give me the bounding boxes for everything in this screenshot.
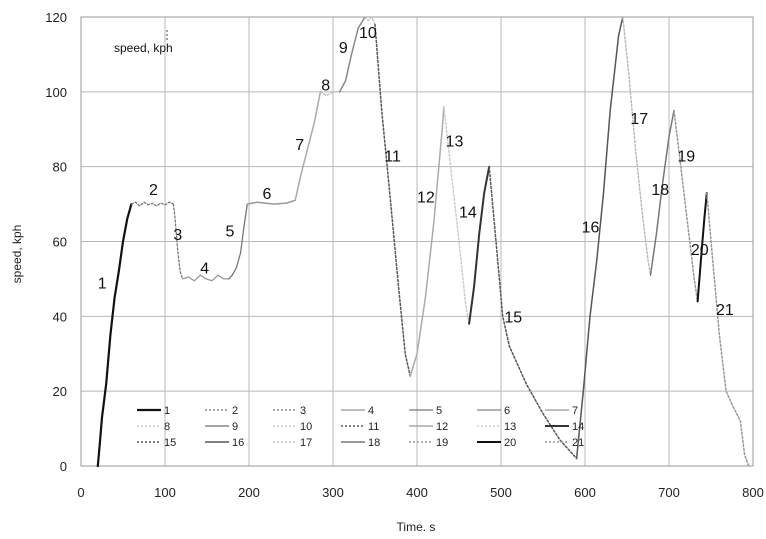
legend-label-6: 6: [504, 405, 510, 417]
legend-label-10: 10: [300, 421, 312, 433]
legend-label-14: 14: [572, 421, 584, 433]
y-tick-label: 100: [45, 85, 67, 100]
legend-label-8: 8: [164, 421, 170, 433]
series-14-line: [468, 165, 491, 325]
segment-label-8: 8: [321, 77, 330, 94]
legend-label-1: 1: [164, 405, 170, 417]
segment-label-18: 18: [651, 182, 669, 199]
legend-label-21: 21: [572, 437, 584, 449]
segment-label-7: 7: [295, 137, 304, 154]
series-16-line: [575, 16, 624, 460]
segment-label-15: 15: [504, 309, 522, 326]
segment-label-3: 3: [173, 227, 182, 244]
legend-label-4: 4: [368, 405, 374, 417]
legend-label-19: 19: [436, 437, 448, 449]
legend-label-3: 3: [300, 405, 306, 417]
plot-frame: [80, 16, 754, 467]
y-tick-label: 40: [53, 309, 67, 324]
y-tick-label: 80: [53, 160, 67, 175]
legend-label-12: 12: [436, 421, 448, 433]
series-5-line: [228, 203, 248, 280]
series-17-line: [622, 16, 652, 276]
series-8-line: [319, 91, 341, 97]
x-tick-label: 400: [406, 485, 428, 500]
series-layer: [96, 16, 750, 468]
segment-label-14: 14: [459, 205, 477, 222]
segment-label-21: 21: [716, 302, 734, 319]
series-11-line: [374, 23, 412, 377]
y-tick-label: 60: [53, 235, 67, 250]
series-15-line: [488, 165, 578, 460]
x-tick-label: 600: [574, 485, 596, 500]
grid-lines: [80, 16, 754, 467]
segment-label-13: 13: [446, 133, 464, 150]
segment-label-5: 5: [225, 223, 234, 240]
legend-label-11: 11: [368, 421, 379, 433]
y-axis-title: speed, kph: [10, 225, 24, 284]
x-tick-label: 200: [238, 485, 260, 500]
segment-label-1: 1: [98, 276, 107, 293]
x-tick-label: 300: [322, 485, 344, 500]
series-13-line: [443, 106, 470, 325]
segment-label-4: 4: [200, 261, 209, 278]
legend-label-20: 20: [504, 437, 516, 449]
legend-label-2: 2: [232, 405, 238, 417]
x-axis-title: Time. s: [397, 520, 436, 534]
legend-label-9: 9: [232, 421, 238, 433]
segment-label-17: 17: [630, 111, 648, 128]
series-21-line: [706, 192, 750, 467]
legend-label-13: 13: [504, 421, 516, 433]
segment-label-6: 6: [262, 186, 271, 203]
segment-label-2: 2: [149, 182, 158, 199]
segment-label-16: 16: [582, 220, 600, 237]
x-tick-label: 800: [742, 485, 764, 500]
series-12-line: [409, 106, 445, 377]
segment-label-19: 19: [677, 148, 695, 165]
legend-label-15: 15: [164, 437, 176, 449]
inner-speed-label: speed, kph: [114, 41, 173, 55]
series-6-line: [246, 199, 296, 205]
segment-label-11: 11: [384, 148, 401, 165]
series-3-line: [172, 203, 184, 280]
series-9-line: [338, 16, 366, 93]
segment-label-20: 20: [691, 242, 709, 259]
segment-label-10: 10: [359, 25, 377, 42]
legend-label-16: 16: [232, 437, 244, 449]
series-20-line: [696, 191, 708, 303]
legend-label-17: 17: [300, 437, 312, 449]
x-tick-label: 700: [658, 485, 680, 500]
y-tick-label: 0: [60, 459, 67, 474]
series-19-line: [673, 109, 699, 303]
y-tick-label: 20: [53, 384, 67, 399]
x-tick-label: 500: [490, 485, 512, 500]
series-4-line: [181, 274, 230, 282]
series-7-line: [294, 91, 322, 202]
legend-label-18: 18: [368, 437, 380, 449]
segment-label-9: 9: [339, 40, 348, 57]
segment-label-12: 12: [417, 190, 435, 207]
series-2-line: [130, 201, 175, 207]
series-18-line: [649, 109, 675, 276]
x-tick-label: 0: [77, 485, 84, 500]
y-tick-label: 120: [45, 10, 67, 25]
series-1-line: [96, 203, 133, 468]
x-tick-label: 100: [154, 485, 176, 500]
legend-label-7: 7: [572, 405, 578, 417]
legend-label-5: 5: [436, 405, 442, 417]
series-10-line: [364, 16, 376, 26]
